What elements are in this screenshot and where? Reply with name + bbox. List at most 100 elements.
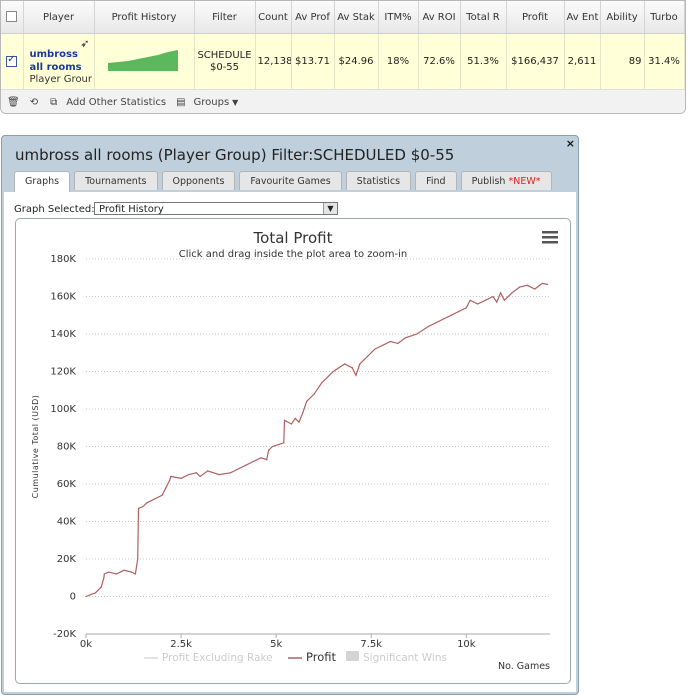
x-tick-label: 5k (270, 639, 282, 650)
profit-data-point (435, 322, 437, 324)
column-header-av-stake[interactable]: Av Stak (334, 1, 379, 34)
total-r-cell: 51.3% (460, 33, 507, 90)
column-header-ability[interactable]: Ability (600, 1, 645, 34)
remove-row-link[interactable]: x (684, 33, 685, 90)
add-other-statistics-button[interactable]: ⧉ Add Other Statistics (50, 97, 167, 108)
chart-container[interactable]: Total Profit Click and drag inside the pl… (15, 218, 571, 684)
groups-dropdown[interactable]: ▤ Groups ▼ (176, 97, 239, 108)
av-ent-cell: 2,611 (564, 33, 601, 90)
profit-data-point (298, 421, 300, 423)
profit-data-point (290, 423, 292, 425)
legend-item-profit: Profit (306, 650, 336, 664)
row-select-cell[interactable] (1, 33, 24, 90)
column-header-filter[interactable]: Filter (194, 1, 256, 34)
profit-chart[interactable]: Total Profit Click and drag inside the pl… (16, 219, 570, 683)
profit-data-point (146, 502, 148, 504)
legend-item-profit-excluding-rake: Profit Excluding Rake (162, 652, 273, 664)
select-all-checkbox[interactable] (6, 11, 18, 23)
refresh-icon[interactable]: ⟲ (29, 97, 39, 108)
player-name[interactable]: umbross all rooms (29, 49, 82, 73)
row-checkbox[interactable] (6, 54, 18, 67)
column-header-player[interactable]: Player (23, 1, 95, 34)
y-tick-label: 20K (57, 554, 77, 565)
profit-data-point (302, 412, 304, 414)
profit-data-point (229, 472, 232, 474)
profit-cell: $166,437 (506, 33, 565, 90)
profit-data-point (252, 460, 254, 463)
fish-icon: ➶ (80, 37, 90, 50)
dialog-tabs: Graphs Tournaments Opponents Favourite G… (14, 171, 556, 192)
profit-data-point (389, 340, 391, 343)
y-tick-label: 60K (57, 479, 77, 490)
profit-data-point (499, 292, 502, 294)
profit-data-point (103, 577, 105, 579)
profit-data-point (169, 479, 171, 481)
legend-item-significant-wins: Significant Wins (363, 652, 447, 664)
column-header-av-prof[interactable]: Av Prof (291, 1, 335, 34)
table-header-row: Player Profit History Filter Count Av Pr… (1, 1, 685, 34)
tab-opponents[interactable]: Opponents (161, 171, 236, 190)
profit-data-point (492, 295, 494, 298)
table-toolbar: 🗑 ⟲ ⧉ Add Other Statistics ▤ Groups ▼ (1, 89, 685, 113)
profit-data-point (518, 286, 521, 288)
tab-graphs[interactable]: Graphs (14, 171, 71, 192)
column-header-total-r[interactable]: Total R (460, 1, 507, 34)
tab-find[interactable]: Find (415, 171, 457, 190)
trash-icon[interactable]: 🗑 (7, 97, 20, 108)
y-tick-label: 40K (57, 517, 77, 528)
column-header-turbo[interactable]: Turbo (644, 1, 685, 34)
profit-history-sparkline (108, 50, 178, 71)
tab-favourite-games[interactable]: Favourite Games (239, 171, 342, 190)
groups-icon: ▤ (176, 97, 186, 108)
av-stake-cell: $24.96 (334, 33, 379, 90)
profit-series-line (85, 282, 548, 598)
profit-data-point (188, 474, 190, 476)
profit-data-point (131, 571, 133, 573)
chevron-down-icon[interactable]: ▼ (323, 203, 337, 214)
statistics-panel: Player Profit History Filter Count Av Pr… (0, 0, 686, 114)
profit-data-point (137, 507, 140, 509)
column-header-av-roi[interactable]: Av ROI (418, 1, 461, 34)
profit-history-sparkline-cell[interactable] (94, 33, 195, 90)
profit-data-point (161, 494, 163, 496)
tab-tournaments[interactable]: Tournaments (74, 171, 158, 190)
y-tick-label: 140K (50, 329, 76, 340)
player-cell[interactable]: ➶ umbross all rooms Player Grour (23, 33, 95, 90)
profit-data-point (266, 459, 268, 461)
profit-data-point (199, 475, 201, 478)
y-tick-label: 80K (57, 442, 77, 453)
column-header-count[interactable]: Count (255, 1, 292, 34)
profit-data-point (283, 442, 285, 444)
legend-swatch-significant-wins (346, 651, 359, 661)
close-icon[interactable]: × (565, 137, 575, 150)
select-all-header[interactable] (1, 1, 24, 34)
profit-data-point (85, 595, 87, 598)
column-header-profit[interactable]: Profit (506, 1, 565, 34)
profit-data-point (503, 299, 505, 301)
tab-statistics[interactable]: Statistics (345, 171, 412, 190)
y-tick-label: 0 (70, 592, 76, 603)
column-header-profit-history[interactable]: Profit History (94, 1, 195, 34)
tab-publish[interactable]: Publish *NEW* (460, 171, 552, 190)
profit-data-point (469, 299, 471, 301)
chart-menu-icon[interactable] (542, 231, 558, 244)
chart-title: Total Profit (253, 229, 333, 247)
profit-data-point (142, 505, 144, 508)
y-tick-label: 120K (50, 367, 76, 378)
profit-data-point (450, 314, 452, 316)
profit-data-point (355, 374, 357, 376)
x-tick-label: 10k (457, 639, 476, 650)
column-header-av-ent[interactable]: Av Ent (564, 1, 601, 34)
profit-data-point (359, 363, 361, 365)
profit-data-point (382, 344, 384, 346)
profit-data-point (267, 449, 270, 451)
profit-data-point (195, 472, 197, 474)
profit-data-point (305, 400, 308, 403)
itm-cell: 18% (378, 33, 419, 90)
profit-data-point (153, 498, 156, 500)
graph-select-dropdown[interactable]: Profit History ▼ (94, 202, 338, 215)
profit-data-point (294, 417, 296, 419)
profit-data-point (207, 470, 209, 472)
column-header-itm[interactable]: ITM% (378, 1, 419, 34)
